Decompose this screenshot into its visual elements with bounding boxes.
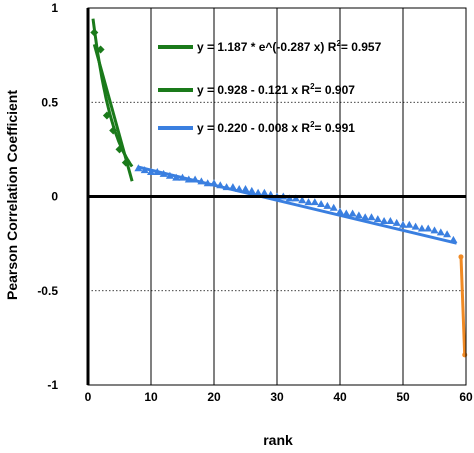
fit-line — [91, 18, 134, 168]
y-tick-label: -0.5 — [37, 284, 58, 298]
data-point-triangle — [317, 200, 326, 208]
data-point-diamond — [109, 126, 118, 135]
y-tick-label: -1 — [47, 378, 58, 392]
data-point-triangle — [436, 228, 445, 236]
data-point-diamond — [102, 111, 111, 120]
fit-line — [92, 44, 134, 182]
data-point-triangle — [165, 171, 174, 179]
data-point-triangle — [405, 220, 414, 228]
data-point-triangle — [153, 167, 162, 175]
data-point-triangle — [140, 166, 149, 174]
data-point-diamond — [121, 158, 130, 167]
data-point-triangle — [424, 224, 433, 232]
data-point-triangle — [411, 222, 420, 230]
data-point-triangle — [443, 230, 452, 238]
y-axis-title: Pearson Correlation Coefficient — [4, 90, 20, 300]
data-point-triangle — [247, 186, 256, 194]
x-tick-label: 10 — [144, 390, 158, 404]
data-point-circle — [458, 254, 464, 260]
data-point-triangle — [361, 213, 370, 221]
data-point-triangle — [392, 218, 401, 226]
data-point-triangle — [260, 188, 269, 196]
data-markers — [90, 28, 468, 358]
data-point-triangle — [348, 209, 357, 217]
data-point-triangle — [191, 175, 200, 183]
data-point-triangle — [449, 235, 458, 243]
x-tick-label: 0 — [85, 390, 92, 404]
data-point-triangle — [184, 175, 193, 183]
data-point-triangle — [216, 181, 225, 189]
data-point-triangle — [329, 203, 338, 211]
data-point-triangle — [386, 217, 395, 225]
data-point-triangle — [228, 183, 237, 191]
data-point-triangle — [399, 220, 407, 228]
data-point-triangle — [147, 167, 155, 175]
data-point-triangle — [222, 183, 231, 191]
data-point-triangle — [134, 164, 143, 172]
data-point-diamond — [96, 45, 105, 54]
data-point-triangle — [172, 173, 181, 181]
data-point-triangle — [342, 209, 351, 217]
data-point-triangle — [310, 198, 319, 206]
legend: y = 1.187 * e^(-0.287 x) R2= 0.957 y = 0.… — [158, 39, 382, 135]
data-point-triangle — [380, 217, 389, 225]
data-point-triangle — [354, 211, 363, 219]
x-tick-label: 30 — [270, 390, 284, 404]
data-point-triangle — [373, 215, 382, 223]
data-point-triangle — [336, 207, 344, 215]
y-tick-label: 0 — [51, 190, 58, 204]
x-axis-title: rank — [263, 432, 293, 448]
legend-label: y = 0.928 - 0.121 x R2= 0.907 — [197, 82, 355, 97]
data-point-diamond — [90, 28, 99, 37]
x-tick-label: 60 — [459, 390, 473, 404]
x-tick-label: 50 — [396, 390, 410, 404]
data-point-triangle — [241, 184, 250, 192]
data-point-diamond — [115, 145, 124, 154]
data-point-triangle — [254, 188, 263, 196]
tick-labels: 0 10 20 30 40 50 60 1 0.5 0 -0.5 -1 — [37, 1, 473, 404]
y-tick-label: 0.5 — [41, 95, 58, 109]
legend-label: y = 0.220 - 0.008 x R2= 0.991 — [197, 120, 355, 135]
legend-label: y = 1.187 * e^(-0.287 x) R2= 0.957 — [197, 39, 382, 54]
data-point-triangle — [178, 173, 187, 181]
data-point-triangle — [323, 201, 332, 209]
data-point-triangle — [235, 184, 244, 192]
data-point-triangle — [304, 198, 313, 206]
data-point-triangle — [210, 179, 218, 187]
data-point-triangle — [430, 226, 439, 234]
fit-line — [138, 165, 457, 245]
y-tick-label: 1 — [51, 1, 58, 15]
data-point-triangle — [197, 177, 206, 185]
data-point-triangle — [367, 213, 376, 221]
data-point-triangle — [298, 196, 307, 204]
x-tick-label: 20 — [207, 390, 221, 404]
data-point-triangle — [203, 179, 212, 187]
data-point-triangle — [159, 169, 168, 177]
axes — [86, 7, 467, 386]
fit-line — [459, 256, 467, 355]
x-tick-label: 40 — [333, 390, 347, 404]
fit-lines — [91, 18, 467, 355]
data-point-triangle — [417, 224, 426, 232]
